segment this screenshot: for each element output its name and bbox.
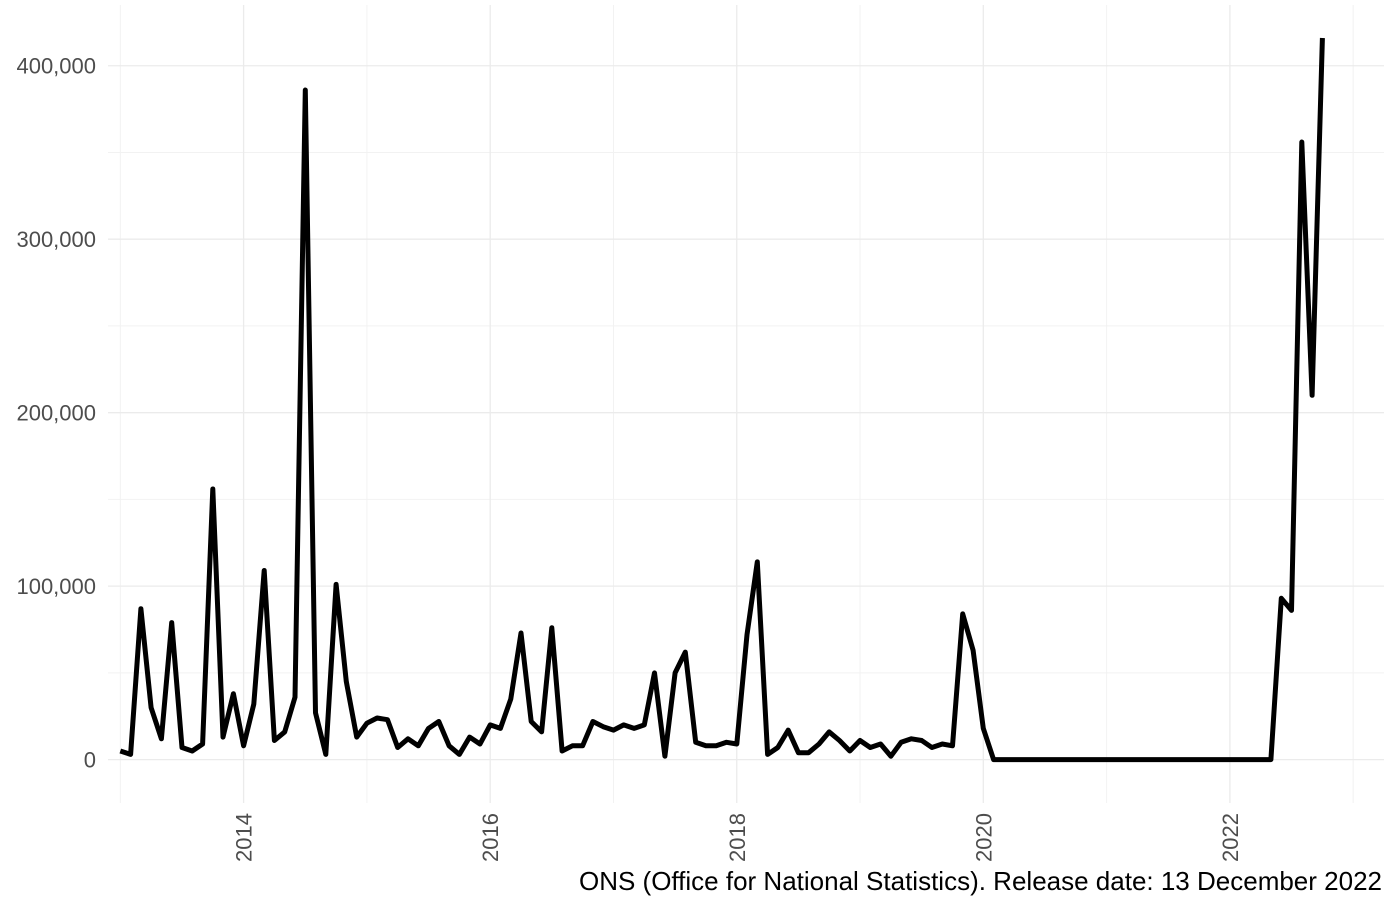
y-axis-tick-labels: 0 100,000 200,000 300,000 400,000: [16, 54, 96, 773]
series-line: [119, 37, 1325, 763]
major-gridlines: [108, 5, 1384, 803]
series-layer: [119, 37, 1325, 763]
x-tick-label: 2022: [1218, 813, 1243, 862]
x-tick-label: 2018: [725, 813, 750, 862]
x-axis-tick-labels: 2014 2016 2018 2020 2022: [232, 813, 1243, 862]
minor-gridlines: [108, 5, 1384, 803]
y-tick-label: 0: [84, 748, 96, 773]
y-tick-label: 100,000: [16, 574, 96, 599]
y-tick-label: 400,000: [16, 54, 96, 79]
y-tick-label: 200,000: [16, 401, 96, 426]
x-tick-label: 2016: [478, 813, 503, 862]
chart-caption: ONS (Office for National Statistics). Re…: [578, 866, 1382, 896]
y-tick-label: 300,000: [16, 227, 96, 252]
x-tick-label: 2020: [971, 813, 996, 862]
x-tick-label: 2014: [232, 813, 257, 862]
